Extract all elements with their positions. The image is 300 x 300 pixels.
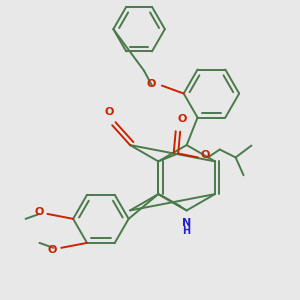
Text: O: O — [34, 207, 43, 217]
Text: O: O — [104, 107, 114, 117]
Text: O: O — [147, 79, 156, 88]
Text: O: O — [48, 245, 57, 255]
Text: N: N — [182, 218, 191, 228]
Text: H: H — [183, 226, 191, 236]
Text: O: O — [177, 114, 187, 124]
Text: O: O — [200, 150, 210, 161]
